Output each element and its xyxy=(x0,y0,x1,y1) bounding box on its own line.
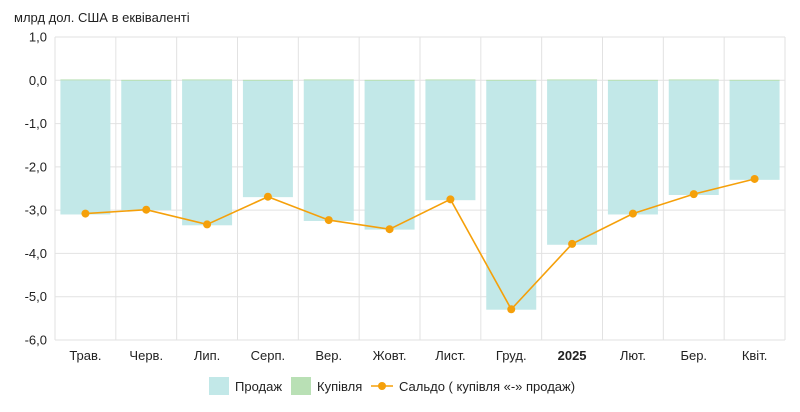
y-tick-label: -4,0 xyxy=(25,246,47,261)
bar-sale xyxy=(182,80,233,226)
bar-purchase xyxy=(182,79,233,81)
bar-purchase xyxy=(242,79,293,81)
x-tick-label: Черв. xyxy=(129,348,163,363)
legend-label-purchase: Купівля xyxy=(317,379,362,394)
x-tick-label: Вер. xyxy=(315,348,342,363)
legend-swatch-sale xyxy=(209,377,229,395)
x-tick-label: 2025 xyxy=(558,348,587,363)
y-tick-label: -6,0 xyxy=(25,333,47,348)
bar-sale xyxy=(121,80,172,211)
balance-point xyxy=(689,190,698,199)
y-tick-labels: 1,0 0,0 -1,0 -2,0 -3,0 -4,0 -5,0 -6,0 xyxy=(25,30,47,348)
bar-sale xyxy=(486,80,537,310)
bar-sale xyxy=(425,80,476,201)
bar-sale xyxy=(668,80,719,195)
bar-sale xyxy=(242,80,293,198)
bar-purchase xyxy=(668,79,719,81)
bar-purchase xyxy=(607,79,658,81)
bar-sale xyxy=(607,80,658,215)
balance-line xyxy=(81,174,759,314)
y-tick-label: -2,0 xyxy=(25,159,47,174)
x-tick-label: Жовт. xyxy=(373,348,407,363)
y-tick-label: 0,0 xyxy=(29,73,47,88)
bar-sale xyxy=(729,80,780,180)
bar-purchase xyxy=(547,79,598,81)
balance-point xyxy=(446,195,455,204)
bar-sale xyxy=(547,80,598,245)
balance-point xyxy=(568,239,577,248)
x-tick-label: Квіт. xyxy=(742,348,768,363)
balance-point xyxy=(142,205,151,214)
balance-point xyxy=(324,216,333,225)
x-tick-label: Лип. xyxy=(194,348,220,363)
x-tick-label: Лист. xyxy=(435,348,465,363)
x-tick-label: Трав. xyxy=(69,348,101,363)
y-tick-label: -1,0 xyxy=(25,116,47,131)
bars xyxy=(60,79,780,310)
legend: Продаж Купівля Сальдо ( купівля «-» продаж… xyxy=(209,377,575,395)
bar-purchase xyxy=(364,79,415,81)
x-tick-labels: Трав. Черв. Лип. Серп. Вер. Жовт. Лист. Груд. 20… xyxy=(69,348,767,363)
x-tick-label: Лют. xyxy=(620,348,646,363)
balance-point xyxy=(628,209,637,218)
bar-purchase xyxy=(729,79,780,81)
legend-swatch-balance-point xyxy=(378,382,386,390)
bar-sale xyxy=(364,80,415,230)
balance-line-path xyxy=(85,178,755,311)
balance-point xyxy=(203,220,212,229)
grid xyxy=(54,36,786,341)
y-tick-label: -3,0 xyxy=(25,203,47,218)
bar-sale xyxy=(60,80,111,215)
bar-purchase xyxy=(486,79,537,81)
x-tick-label: Серп. xyxy=(251,348,286,363)
balance-point xyxy=(263,192,272,201)
legend-label-sale: Продаж xyxy=(235,379,282,394)
x-tick-label: Бер. xyxy=(680,348,707,363)
bar-purchase xyxy=(425,79,476,81)
balance-point xyxy=(507,305,516,314)
y-tick-label: -5,0 xyxy=(25,289,47,304)
bar-sale xyxy=(303,80,354,221)
balance-point xyxy=(385,225,394,234)
bar-purchase xyxy=(121,79,172,81)
y-tick-label: 1,0 xyxy=(29,30,47,45)
bar-purchase xyxy=(303,79,354,81)
x-tick-label: Груд. xyxy=(496,348,527,363)
legend-label-balance: Сальдо ( купівля «-» продаж) xyxy=(399,379,575,394)
y-axis-label: млрд дол. США в еквіваленті xyxy=(14,10,190,25)
bar-purchase xyxy=(60,79,111,81)
balance-point xyxy=(750,174,759,183)
balance-point xyxy=(81,209,90,218)
legend-swatch-purchase xyxy=(291,377,311,395)
